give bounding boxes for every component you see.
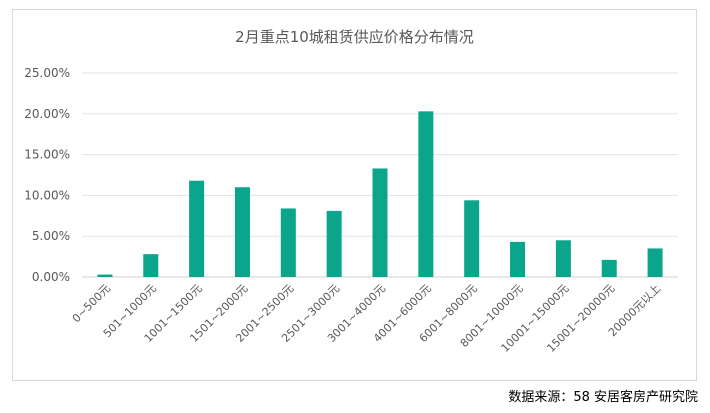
bar	[143, 254, 159, 277]
bar	[601, 259, 617, 277]
bar	[234, 187, 250, 277]
bar	[372, 168, 388, 277]
y-tick-label: 10.00%	[24, 188, 70, 202]
source-note: 数据来源：58 安居客房产研究院	[508, 390, 698, 405]
bars	[97, 111, 663, 278]
bar	[326, 210, 342, 277]
y-axis-ticks: 0.00% 5.00% 10.00% 15.00% 20.00% 25.00%	[24, 66, 70, 284]
y-tick-label: 0.00%	[32, 270, 70, 284]
bar	[418, 111, 434, 278]
bar	[555, 240, 571, 277]
bar	[647, 248, 663, 277]
bar	[510, 241, 526, 277]
bar	[280, 208, 296, 277]
y-tick-label: 5.00%	[32, 229, 70, 243]
chart-title: 2月重点10城租赁供应价格分布情况	[235, 28, 474, 46]
bar	[189, 180, 205, 277]
x-tick-label: 0~500元	[70, 282, 113, 325]
y-tick-label: 20.00%	[24, 107, 70, 121]
y-tick-label: 15.00%	[24, 148, 70, 162]
x-axis-ticks: 0~500元501~1000元1001~1500元1501~2000元2001~…	[70, 282, 663, 355]
y-tick-label: 25.00%	[24, 66, 70, 80]
bar	[97, 274, 113, 277]
bar	[464, 200, 480, 277]
